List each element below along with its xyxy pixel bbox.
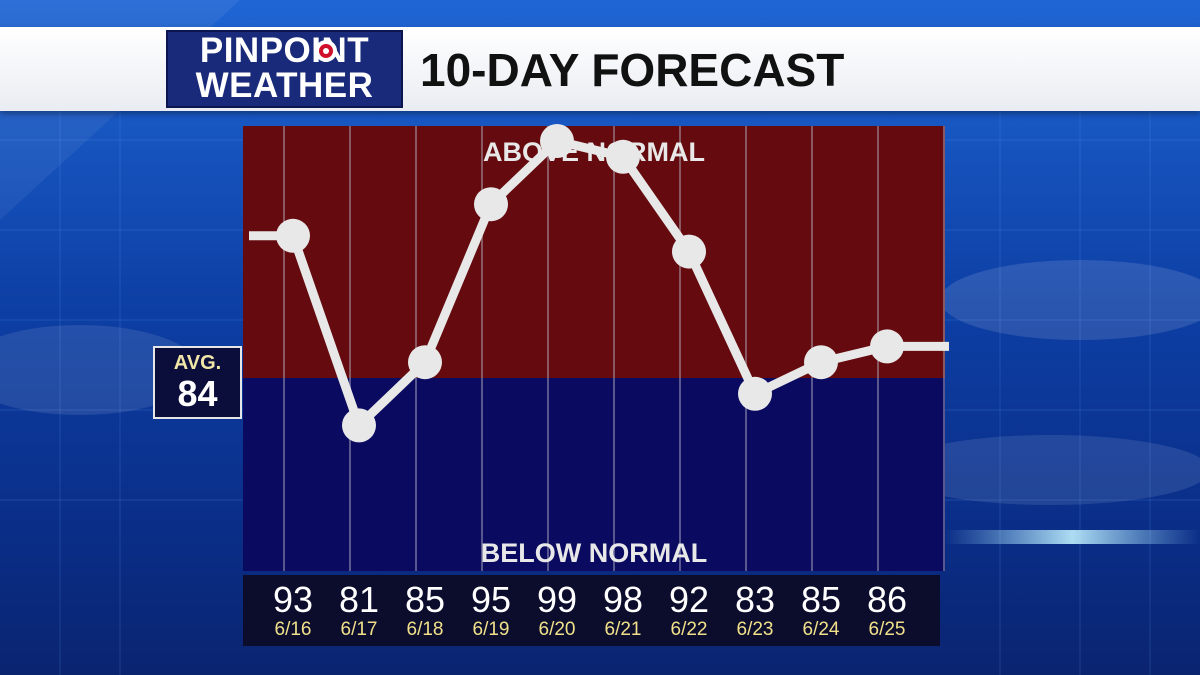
target-icon	[315, 40, 337, 62]
day-cell: 85 6/24	[788, 575, 854, 641]
chart-svg	[243, 124, 949, 571]
temp-point-6-21	[606, 139, 640, 174]
logo-line-1: PINPOINT	[199, 31, 370, 70]
station-logo: PINPOINT WEATHER	[166, 30, 403, 108]
temp-point-6-25	[870, 329, 904, 364]
day-temp: 98	[602, 579, 644, 620]
day-cell: 83 6/23	[722, 575, 788, 641]
day-cell: 86 6/25	[854, 575, 920, 641]
page-title: 10-DAY FORECAST	[420, 44, 845, 96]
temp-point-6-17	[342, 408, 376, 443]
day-temp: 95	[470, 579, 512, 620]
temp-point-6-16	[276, 218, 310, 253]
day-date: 6/19	[472, 619, 510, 640]
temp-point-6-18	[408, 345, 442, 380]
day-temp: 93	[272, 579, 314, 620]
day-date: 6/18	[406, 619, 444, 640]
above-normal-label: ABOVE NORMAL	[483, 137, 705, 167]
day-temp: 83	[734, 579, 776, 620]
day-date: 6/23	[736, 619, 774, 640]
logo-line-2: WEATHER	[195, 66, 374, 105]
average-label: AVG.	[173, 352, 222, 374]
day-cell: 93 6/16	[260, 575, 326, 641]
day-cell: 98 6/21	[590, 575, 656, 641]
below-normal-label: BELOW NORMAL	[480, 538, 708, 568]
day-date: 6/21	[604, 619, 642, 640]
day-temp: 86	[866, 579, 908, 620]
day-temp: 92	[668, 579, 710, 620]
day-cell: 99 6/20	[524, 575, 590, 641]
day-temp: 85	[800, 579, 842, 620]
temp-point-6-24	[804, 345, 838, 380]
day-temp: 85	[404, 579, 446, 620]
above-normal-zone	[243, 126, 945, 378]
temp-point-6-20	[540, 124, 574, 158]
day-cell: 92 6/22	[656, 575, 722, 641]
temp-point-6-23	[738, 376, 772, 411]
temp-point-6-22	[672, 234, 706, 269]
daily-values-bar: 93 6/16 81 6/17 85 6/18 95 6/19 99 6/20 98 6/21 92 6/…	[243, 575, 940, 646]
day-date: 6/25	[868, 619, 906, 640]
day-date: 6/17	[340, 619, 378, 640]
day-cell: 85 6/18	[392, 575, 458, 641]
forecast-chart: ABOVE NORMAL BELOW NORMAL	[243, 124, 949, 646]
day-temp: 99	[536, 579, 578, 620]
day-date: 6/16	[274, 619, 312, 640]
day-cell: 81 6/17	[326, 575, 392, 641]
day-date: 6/22	[670, 619, 708, 640]
average-box: AVG. 84	[153, 346, 242, 419]
day-temp: 81	[338, 579, 380, 620]
day-cell: 95 6/19	[458, 575, 524, 641]
day-date: 6/20	[538, 619, 576, 640]
temp-point-6-19	[474, 187, 508, 222]
average-value: 84	[177, 373, 218, 414]
day-date: 6/24	[802, 619, 840, 640]
